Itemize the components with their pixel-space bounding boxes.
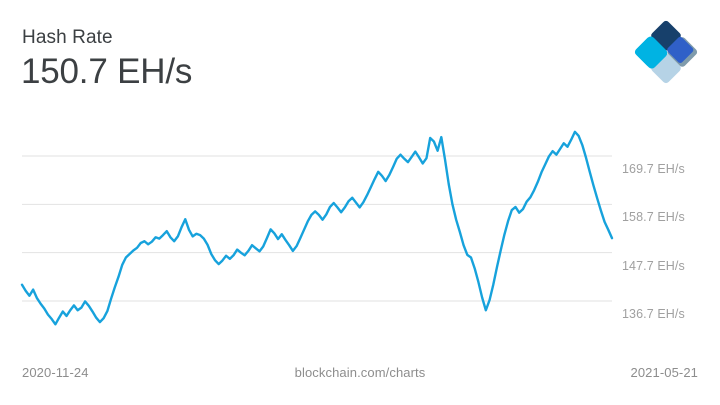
logo-quadrant-right-upper — [667, 36, 694, 64]
axis-date-start: 2020-11-24 — [22, 365, 89, 380]
chart-footer: 2020-11-24 blockchain.com/charts 2021-05… — [0, 365, 720, 391]
gridlines — [22, 155, 612, 302]
page-title: Hash Rate — [22, 27, 113, 48]
y-axis-label: 169.7 EH/s — [622, 162, 685, 176]
axis-date-end: 2021-05-21 — [630, 365, 698, 380]
y-axis-label: 136.7 EH/s — [622, 307, 685, 321]
source-link[interactable]: blockchain.com/charts — [294, 365, 426, 380]
current-value: 150.7 EH/s — [21, 52, 193, 91]
y-axis-label: 158.7 EH/s — [622, 210, 685, 225]
chart-header: Hash Rate 150.7 EH/s — [0, 0, 720, 110]
hash-rate-line — [20, 130, 614, 326]
y-axis-label: 147.7 EH/s — [622, 258, 685, 273]
logo-quadrant-center-fill — [635, 36, 668, 69]
blockchain-com-logo — [634, 20, 698, 84]
